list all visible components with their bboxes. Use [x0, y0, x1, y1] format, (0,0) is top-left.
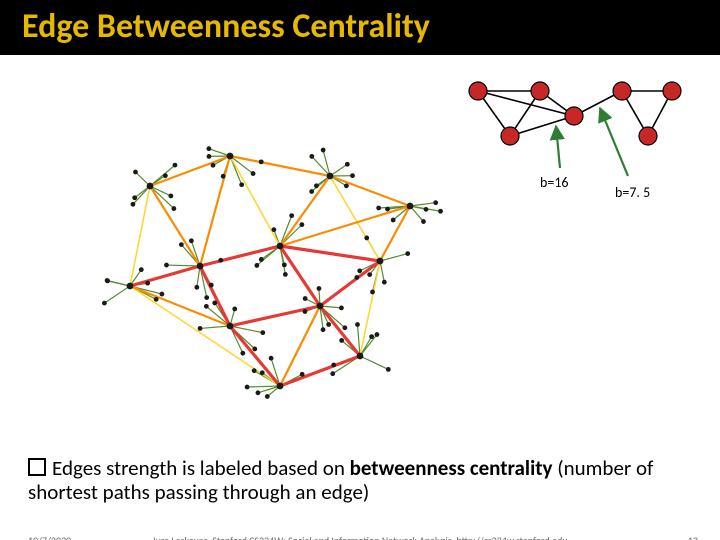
- footer-page: 13: [688, 534, 698, 540]
- diagram-stage: b=16 b=7. 5: [0, 56, 720, 486]
- betweenness-label-2: b=7. 5: [615, 184, 650, 201]
- network-svg: [0, 56, 720, 486]
- bullet-square-icon: [28, 458, 46, 476]
- footer-credit: Jure Leskovec, Stanford CS224W: Social a…: [0, 534, 720, 540]
- slide-title: Edge Betweenness Centrality: [0, 0, 720, 55]
- body-text: Edges strength is labeled based on betwe…: [28, 456, 692, 504]
- body-lead: Edges strength is labeled based on: [52, 455, 350, 481]
- betweenness-label-1: b=16: [540, 174, 569, 191]
- body-bold: betweenness centrality: [350, 455, 553, 481]
